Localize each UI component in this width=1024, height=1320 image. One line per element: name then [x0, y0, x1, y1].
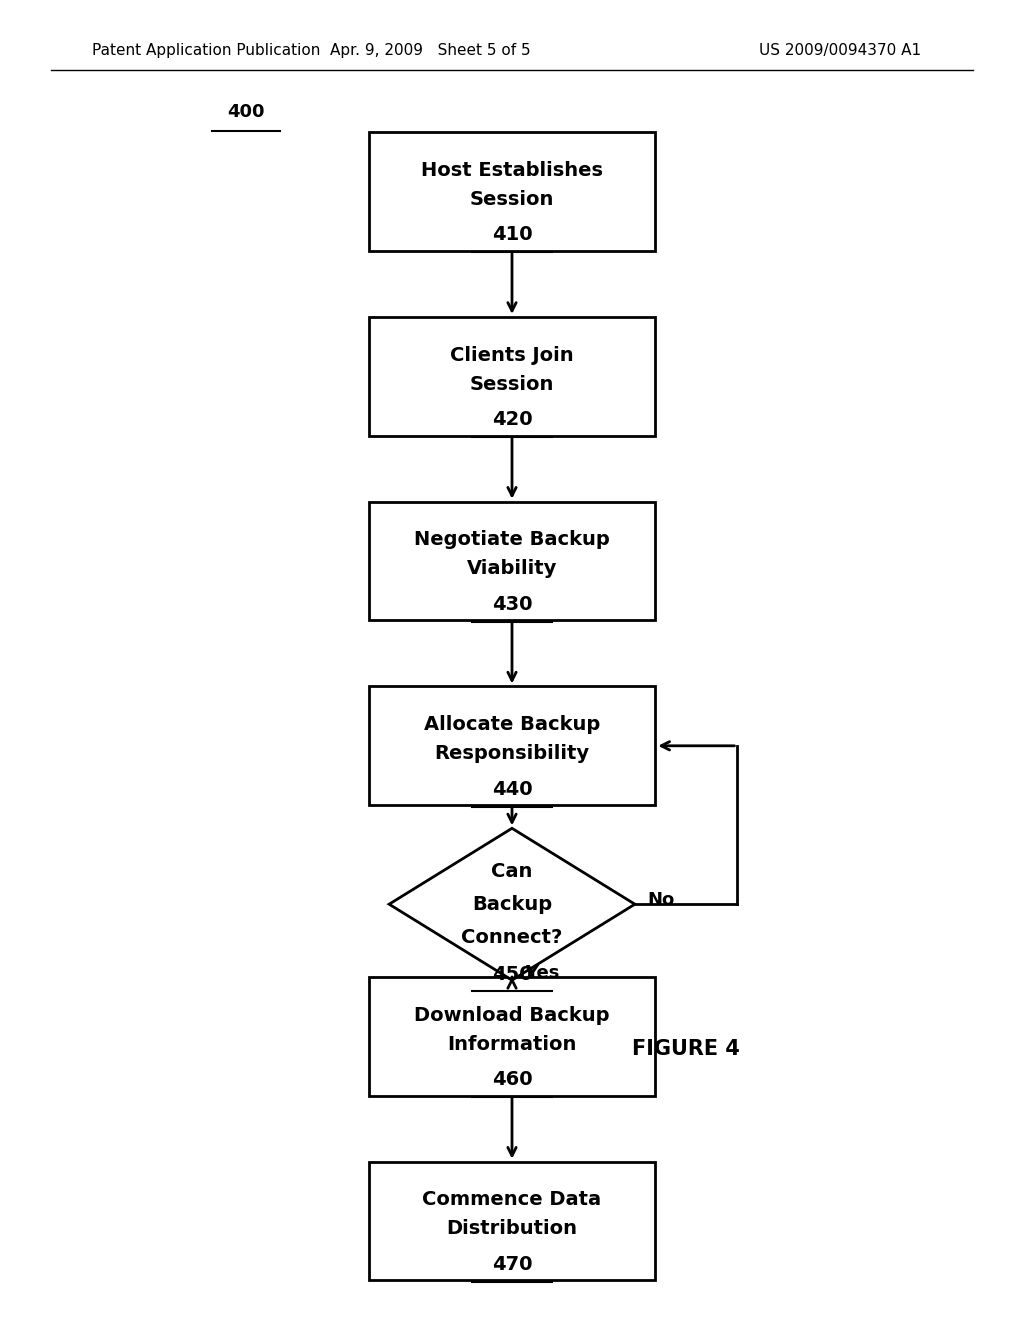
FancyBboxPatch shape — [369, 317, 655, 436]
FancyBboxPatch shape — [369, 1162, 655, 1280]
Text: Viability: Viability — [467, 560, 557, 578]
Text: Download Backup: Download Backup — [415, 1006, 609, 1024]
Text: Yes: Yes — [525, 964, 560, 982]
Text: Backup: Backup — [472, 895, 552, 913]
FancyBboxPatch shape — [369, 132, 655, 251]
Text: Clients Join: Clients Join — [451, 346, 573, 364]
FancyBboxPatch shape — [369, 686, 655, 805]
Text: Session: Session — [470, 190, 554, 209]
Text: FIGURE 4: FIGURE 4 — [632, 1039, 740, 1060]
Text: 470: 470 — [492, 1255, 532, 1274]
Text: 400: 400 — [227, 103, 264, 121]
Text: 410: 410 — [492, 226, 532, 244]
FancyBboxPatch shape — [369, 502, 655, 620]
Text: 460: 460 — [492, 1071, 532, 1089]
Text: Connect?: Connect? — [462, 928, 562, 946]
Text: No: No — [647, 891, 675, 909]
Text: 450: 450 — [492, 965, 532, 983]
Text: Distribution: Distribution — [446, 1220, 578, 1238]
Text: Session: Session — [470, 375, 554, 393]
Text: Apr. 9, 2009   Sheet 5 of 5: Apr. 9, 2009 Sheet 5 of 5 — [330, 42, 530, 58]
Text: Can: Can — [492, 862, 532, 880]
Text: Commence Data: Commence Data — [423, 1191, 601, 1209]
Text: 440: 440 — [492, 780, 532, 799]
Text: 420: 420 — [492, 411, 532, 429]
Text: Responsibility: Responsibility — [434, 744, 590, 763]
Text: Negotiate Backup: Negotiate Backup — [414, 531, 610, 549]
Polygon shape — [389, 829, 635, 979]
FancyBboxPatch shape — [369, 977, 655, 1096]
Text: US 2009/0094370 A1: US 2009/0094370 A1 — [759, 42, 921, 58]
Text: Host Establishes: Host Establishes — [421, 161, 603, 180]
Text: Allocate Backup: Allocate Backup — [424, 715, 600, 734]
Text: Information: Information — [447, 1035, 577, 1053]
Text: Patent Application Publication: Patent Application Publication — [92, 42, 321, 58]
Text: 430: 430 — [492, 595, 532, 614]
